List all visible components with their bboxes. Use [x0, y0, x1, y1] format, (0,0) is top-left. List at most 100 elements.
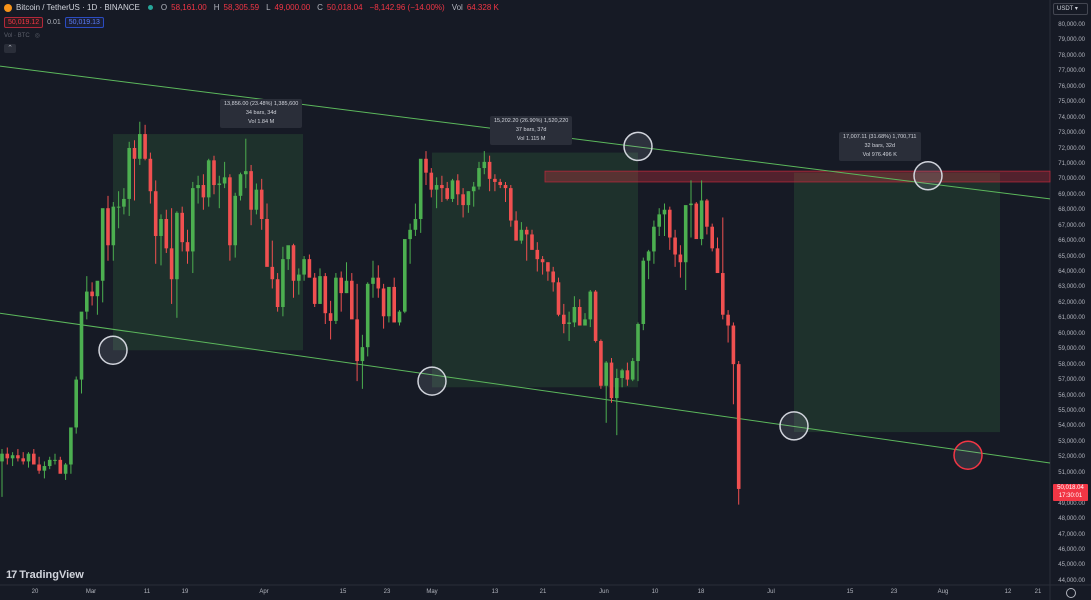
tradingview-mark-icon: 17	[6, 569, 17, 581]
time-tick: 12	[1004, 589, 1012, 595]
open-value: 58,161.00	[171, 3, 207, 12]
symbol-header: Bitcoin / TetherUS · 1D · BINANCE O 58,16…	[4, 3, 502, 12]
time-tick: Aug	[937, 589, 949, 595]
price-tick: 47,000.00	[1058, 531, 1085, 538]
buy-button[interactable]: 50,019.13	[64, 17, 104, 28]
high-label: H	[213, 3, 220, 12]
measure-bars: 34 bars, 34d	[245, 110, 277, 116]
measure-zone	[432, 152, 638, 388]
price-tick: 58,000.00	[1058, 361, 1085, 368]
measure-zone	[794, 172, 1000, 433]
price-tick: 74,000.00	[1058, 114, 1085, 121]
price-tick: 76,000.00	[1058, 83, 1085, 90]
time-tick: 15	[846, 589, 854, 595]
spread-value: 0.01	[47, 19, 61, 26]
price-tick: 51,000.00	[1058, 469, 1085, 476]
time-tick: 21	[1034, 589, 1042, 595]
trendline	[0, 312, 1051, 464]
price-tick: 60,000.00	[1058, 330, 1085, 337]
touch-point-marker	[953, 440, 983, 470]
last-price-value: 50,018.04	[1057, 485, 1084, 491]
touch-point-marker	[779, 411, 809, 441]
touch-point-marker	[98, 335, 128, 365]
price-tick: 79,000.00	[1058, 37, 1085, 44]
price-tick: 63,000.00	[1058, 284, 1085, 291]
time-tick: 23	[383, 589, 391, 595]
time-tick: 19	[181, 589, 189, 595]
measure-volume: Vol 1.115 M	[516, 136, 546, 142]
measure-volume: Vol 976.496 K	[862, 152, 897, 158]
time-tick: 21	[539, 589, 547, 595]
measure-range: 15,202.20 (26.90%) 1,520,220	[494, 118, 569, 124]
price-tick: 67,000.00	[1058, 222, 1085, 229]
collapse-legend-button[interactable]: ⌃	[4, 44, 16, 53]
currency-selector[interactable]: USDT ▾	[1053, 3, 1088, 15]
price-tick: 70,000.00	[1058, 176, 1085, 183]
time-tick: 10	[651, 589, 659, 595]
sell-button[interactable]: 50,019.12	[4, 17, 44, 28]
measure-bars: 37 bars, 37d	[515, 127, 547, 133]
price-tick: 71,000.00	[1058, 160, 1085, 167]
price-tick: 44,000.00	[1058, 577, 1085, 584]
low-value: 49,000.00	[274, 3, 311, 12]
price-tick: 80,000.00	[1058, 22, 1085, 28]
measure-label-3: 17,007.11 (31.68%) 1,700,711 32 bars, 32…	[839, 132, 921, 161]
trade-buttons: 50,019.12 0.01 50,019.13	[4, 17, 104, 28]
last-price-label: 50,018.04 17:30:01	[1053, 484, 1088, 501]
market-status-icon	[147, 5, 153, 10]
price-tick: 78,000.00	[1058, 52, 1085, 59]
price-tick: 75,000.00	[1058, 99, 1085, 106]
price-tick: 52,000.00	[1058, 454, 1085, 461]
time-tick: 11	[143, 589, 151, 595]
tradingview-logo[interactable]: 17 TradingView	[6, 569, 84, 581]
measure-label-2: 15,202.20 (26.90%) 1,520,220 37 bars, 37…	[490, 116, 573, 145]
high-value: 58,305.59	[223, 3, 260, 12]
time-tick: 23	[890, 589, 898, 595]
price-tick: 65,000.00	[1058, 253, 1085, 260]
open-label: O	[160, 3, 168, 12]
change-value: −8,142.96 (−14.00%)	[369, 3, 445, 12]
price-tick: 56,000.00	[1058, 392, 1085, 399]
close-value: 50,018.04	[326, 3, 363, 12]
measure-range: 17,007.11 (31.68%) 1,700,711	[843, 134, 917, 140]
time-tick: Mar	[85, 589, 97, 595]
eye-icon[interactable]: ◎	[34, 33, 40, 39]
bitcoin-logo-icon	[4, 3, 12, 12]
price-tick: 77,000.00	[1058, 68, 1085, 75]
low-label: L	[266, 3, 271, 12]
price-tick: 54,000.00	[1058, 423, 1085, 430]
time-tick: Jul	[767, 589, 775, 595]
price-tick: 46,000.00	[1058, 546, 1085, 553]
price-tick: 57,000.00	[1058, 377, 1085, 384]
price-tick: 59,000.00	[1058, 346, 1085, 353]
volume-indicator-label: Vol · BTC	[4, 32, 30, 39]
price-tick: 45,000.00	[1058, 562, 1085, 569]
price-tick: 61,000.00	[1058, 315, 1085, 322]
price-tick: 68,000.00	[1058, 207, 1085, 214]
close-label: C	[317, 3, 323, 12]
price-tick: 69,000.00	[1058, 191, 1085, 198]
time-tick: Jun	[599, 589, 609, 595]
volume-value: 64.328 K	[466, 3, 499, 12]
price-tick: 48,000.00	[1058, 516, 1085, 523]
settings-gear-icon[interactable]	[1066, 588, 1076, 598]
symbol-title[interactable]: Bitcoin / TetherUS · 1D · BINANCE	[16, 3, 140, 12]
price-tick: 49,000.00	[1058, 500, 1085, 507]
price-tick: 55,000.00	[1058, 408, 1085, 414]
touch-point-marker	[417, 366, 447, 396]
price-tick: 66,000.00	[1058, 238, 1085, 245]
time-tick: Apr	[259, 589, 269, 595]
bar-countdown: 17:30:01	[1058, 493, 1083, 499]
measure-volume: Vol 1.84 M	[248, 119, 275, 125]
measure-range: 13,856.00 (23.48%) 1,385,600	[224, 101, 299, 107]
price-tick: 72,000.00	[1058, 145, 1085, 152]
tradingview-wordmark: TradingView	[19, 569, 84, 581]
time-tick: May	[426, 589, 438, 595]
resistance-zone	[544, 170, 1051, 183]
touch-point-marker	[913, 161, 943, 191]
time-tick: 18	[697, 589, 705, 595]
price-tick: 73,000.00	[1058, 130, 1085, 137]
touch-point-marker	[623, 131, 653, 162]
volume-indicator-legend[interactable]: Vol · BTC ◎	[4, 32, 40, 40]
